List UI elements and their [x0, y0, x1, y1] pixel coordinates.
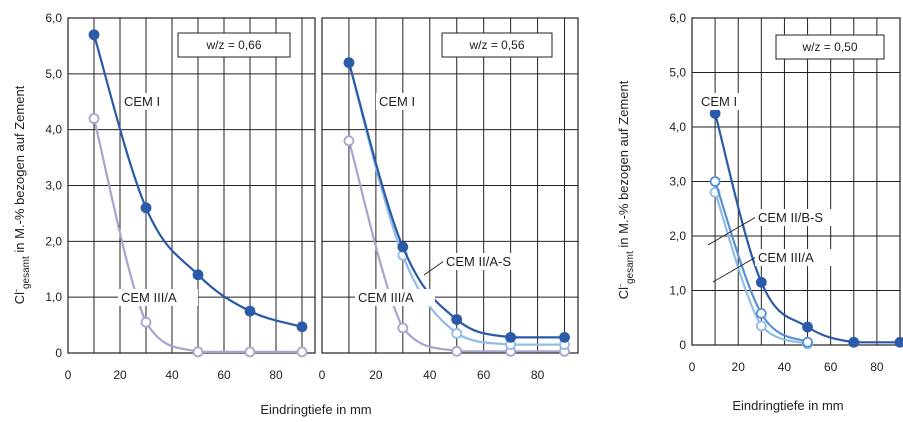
- x-tick-label: 80: [269, 368, 283, 382]
- data-point: [848, 336, 860, 348]
- y-tick-label: 3,0: [45, 179, 62, 193]
- data-point: [505, 331, 517, 343]
- plot-frame: [67, 17, 316, 354]
- y-tick-label: 6,0: [669, 11, 686, 25]
- x-axis-label-left: Eindringtiefe in mm: [260, 402, 371, 417]
- series-label: CEM II/B-S: [758, 210, 823, 225]
- x-tick-label: 40: [423, 368, 437, 382]
- series-line: [347, 140, 565, 353]
- y-tick-label: 5,0: [669, 66, 686, 80]
- series-label-bg: [121, 93, 169, 110]
- annotation-box: [441, 32, 553, 58]
- y-tick-label: 5,0: [45, 67, 62, 81]
- x-tick-label: 40: [778, 360, 792, 374]
- x-tick-label: 60: [217, 368, 231, 382]
- data-point: [802, 321, 813, 333]
- y-tick-label: 0: [679, 338, 686, 352]
- series-label-bg: [376, 93, 424, 110]
- x-tick-label: 80: [870, 360, 884, 374]
- data-point: [192, 346, 204, 358]
- leader-line: [707, 216, 757, 246]
- x-tick-label: 60: [824, 360, 838, 374]
- series-label: CEM I: [701, 94, 737, 109]
- annotation-text: w/z = 0,66: [205, 38, 261, 52]
- y-tick-label: 0: [55, 346, 62, 360]
- series-label: CEM III/A: [358, 290, 414, 305]
- series-label-bg: [355, 289, 435, 306]
- series-label: CEM I: [124, 94, 160, 109]
- data-point: [397, 241, 409, 253]
- series-label-bg: [118, 289, 198, 306]
- data-point: [451, 328, 463, 339]
- y-tick-label: 4,0: [669, 120, 686, 134]
- plot-frame: [321, 17, 579, 354]
- y-tick-label: 2,0: [669, 229, 686, 243]
- x-tick-label: 20: [113, 368, 127, 382]
- data-point: [755, 307, 767, 319]
- data-point: [140, 316, 152, 328]
- series-label-bg: [755, 249, 835, 266]
- x-axis-label-right: Eindringtiefe in mm: [732, 398, 843, 413]
- chart-panel-wz056: 0 20 40 60 80 w/z = 0,56 CEM I CEM II/A-S CEM II…: [319, 17, 579, 382]
- plot-frame: [691, 17, 901, 346]
- y-axis-label-right: Cl-gesamt in M.-% bezogen auf Zement: [615, 80, 636, 299]
- data-point: [559, 331, 570, 343]
- data-point: [755, 276, 767, 288]
- x-tick-label: 20: [369, 368, 383, 382]
- chart-panel-wz050: 0 20 40 60 80 0 1,0 2,0 3,0 4,0 5,0 6,0 w/z = 0,50 CE…: [669, 11, 903, 374]
- x-tick-label: 80: [531, 368, 545, 382]
- data-point: [709, 107, 721, 119]
- y-tick-label: 1,0: [669, 284, 686, 298]
- y-tick-label: 4,0: [45, 123, 62, 137]
- series-line: [714, 113, 900, 344]
- series-line: [92, 118, 302, 353]
- data-point: [192, 269, 204, 281]
- x-tick-label: 60: [477, 368, 491, 382]
- data-point: [709, 176, 721, 187]
- data-point: [343, 57, 355, 69]
- series-line: [92, 34, 303, 328]
- series-label: CEM I: [379, 94, 415, 109]
- data-point: [244, 346, 256, 358]
- x-tick-label: 0: [319, 368, 326, 382]
- series-line: [347, 62, 565, 339]
- annotation-text: w/z = 0,50: [801, 40, 857, 54]
- y-tick-label: 6,0: [45, 11, 62, 25]
- y-tick-label: 1,0: [45, 290, 62, 304]
- series-label: CEM III/A: [121, 290, 177, 305]
- data-point: [451, 345, 463, 357]
- series-line: [714, 192, 808, 345]
- data-point: [397, 322, 409, 334]
- leader-line: [712, 256, 757, 283]
- data-point: [343, 135, 355, 147]
- series-label: CEM III/A: [758, 250, 814, 265]
- data-point: [755, 320, 767, 332]
- data-point: [244, 305, 256, 317]
- y-axis-label-left: Cl-gesamt in M.-% bezogen auf Zement: [11, 85, 32, 304]
- series-label-bg: [755, 209, 843, 226]
- x-tick-label: 0: [65, 368, 72, 382]
- annotation-box: [177, 32, 291, 58]
- data-point: [451, 314, 463, 325]
- data-point: [88, 113, 100, 124]
- data-point: [894, 336, 903, 348]
- x-tick-label: 0: [689, 360, 696, 374]
- x-tick-label: 20: [732, 360, 746, 374]
- series-label-bg: [698, 93, 746, 110]
- data-point: [296, 321, 308, 333]
- annotation-text: w/z = 0,56: [468, 38, 524, 52]
- data-point: [802, 336, 813, 348]
- x-tick-label: 40: [165, 368, 179, 382]
- series-label-bg: [443, 253, 531, 270]
- annotation-box: [775, 34, 885, 60]
- leader-line: [423, 260, 445, 276]
- data-point: [88, 29, 100, 41]
- data-point: [296, 346, 308, 358]
- series-label: CEM II/A-S: [446, 254, 511, 269]
- data-point: [140, 202, 152, 214]
- y-tick-label: 3,0: [669, 175, 686, 189]
- chart-panel-wz066: 0 20 40 60 80 0 1,0 2,0 3,0 4,0 5,0 6,0 w/z = 0,66 CE…: [45, 11, 316, 382]
- y-tick-label: 2,0: [45, 234, 62, 248]
